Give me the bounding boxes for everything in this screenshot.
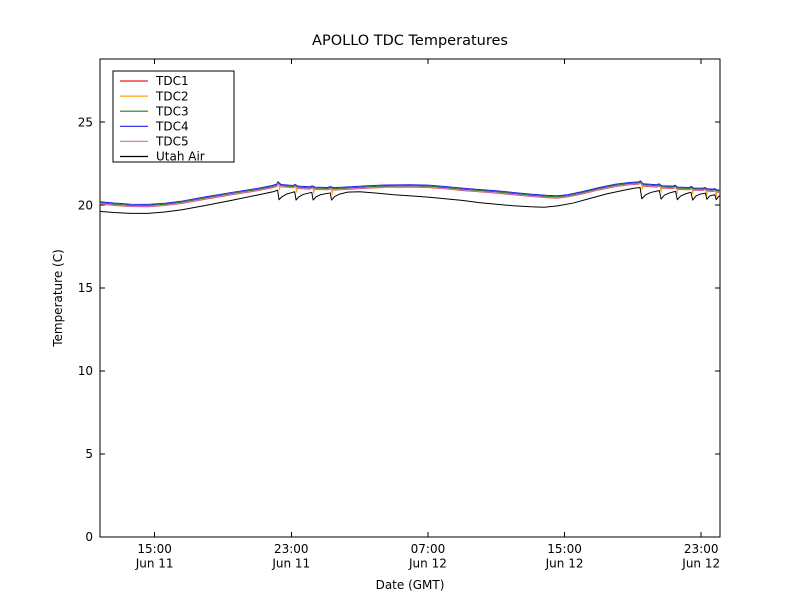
x-tick-date-label: Jun 11	[135, 557, 174, 571]
legend-item-tdc3: TDC3	[120, 104, 189, 118]
legend-item-tdc4: TDC4	[120, 120, 189, 134]
legend-item-tdc5: TDC5	[120, 135, 189, 149]
series-tdc4	[99, 180, 721, 205]
legend-item-tdc1: TDC1	[120, 74, 189, 88]
x-tick-time-label: 23:00	[684, 542, 719, 556]
y-tick-label: 15	[78, 281, 93, 295]
x-tick-time-label: 07:00	[411, 542, 446, 556]
x-tick-time-label: 15:00	[137, 542, 172, 556]
legend-label-utah-air: Utah Air	[156, 150, 205, 164]
x-tick-date-label: Jun 12	[545, 557, 584, 571]
legend-label-tdc5: TDC5	[155, 135, 189, 149]
axis-ticks	[100, 59, 720, 538]
legend-item-utah-air: Utah Air	[120, 150, 205, 164]
series-tdc5	[99, 182, 721, 207]
x-tick-time-label: 23:00	[274, 542, 309, 556]
x-tick-time-label: 15:00	[547, 542, 582, 556]
series-tdc3	[99, 181, 721, 206]
series-utah-air	[99, 186, 721, 214]
legend-box	[112, 70, 235, 163]
legend-item-tdc2: TDC2	[120, 89, 189, 103]
y-tick-label: 25	[78, 115, 93, 129]
x-axis-label: Date (GMT)	[376, 578, 445, 592]
legend-label-tdc2: TDC2	[155, 89, 189, 103]
y-tick-labels: 0 5 10 15 20 25	[78, 115, 93, 544]
y-tick-label: 5	[85, 447, 93, 461]
legend-label-tdc3: TDC3	[155, 104, 189, 118]
chart-title: APOLLO TDC Temperatures	[312, 33, 508, 49]
y-tick-label: 20	[78, 198, 93, 212]
legend-label-tdc1: TDC1	[155, 74, 189, 88]
axis-frame	[99, 58, 721, 538]
y-tick-label: 0	[85, 530, 93, 544]
x-tick-date-label: Jun 12	[408, 557, 447, 571]
x-tick-date-label: Jun 11	[271, 557, 310, 571]
y-axis-label: Temperature (C)	[51, 249, 65, 348]
x-tick-date-label: Jun 12	[681, 557, 720, 571]
y-tick-label: 10	[78, 364, 93, 378]
legend-label-tdc4: TDC4	[155, 120, 189, 134]
